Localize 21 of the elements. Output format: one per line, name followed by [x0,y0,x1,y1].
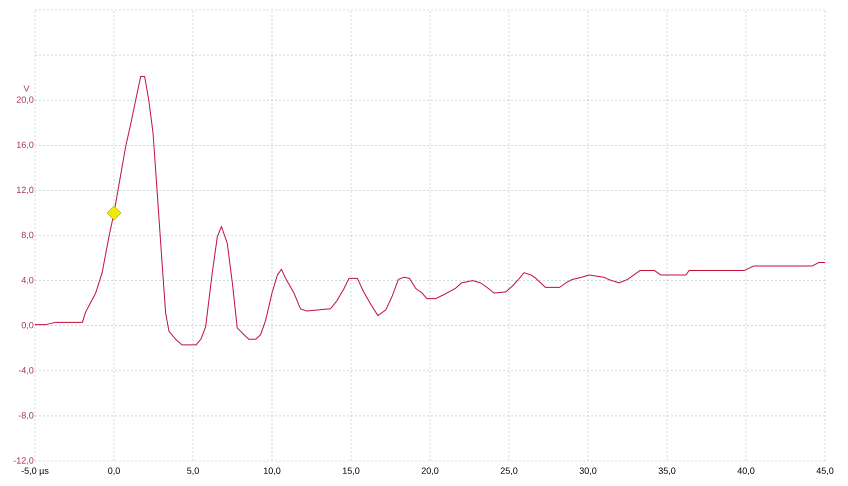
x-tick-label: 15,0 [342,468,360,475]
y-axis-title: V [24,85,30,92]
y-tick-label: 20,0 [16,96,34,104]
x-tick-label: 35,0 [658,468,676,475]
y-tick-label: -4,0 [18,367,34,375]
y-tick-label: 12,0 [16,186,34,194]
x-tick-label: 20,0 [422,468,438,475]
y-tick-label: 8,0 [22,232,34,240]
x-tick-label: 0,0 [108,468,120,475]
x-tick-label: 10,0 [264,468,280,475]
x-tick-label: -5,0 µs [22,468,49,476]
y-tick-label: -12,0 [14,457,34,465]
y-tick-label: 0,0 [22,322,34,330]
x-tick-label: 30,0 [580,468,596,475]
y-tick-label: 16,0 [16,142,34,150]
x-tick-label: 25,0 [500,468,518,475]
y-tick-label: -8,0 [18,412,34,420]
x-tick-label: 5,0 [187,468,199,475]
y-tick-label: 4,0 [21,276,34,284]
x-tick-label: 45,0 [816,468,834,475]
x-tick-label: 40,0 [737,468,754,475]
